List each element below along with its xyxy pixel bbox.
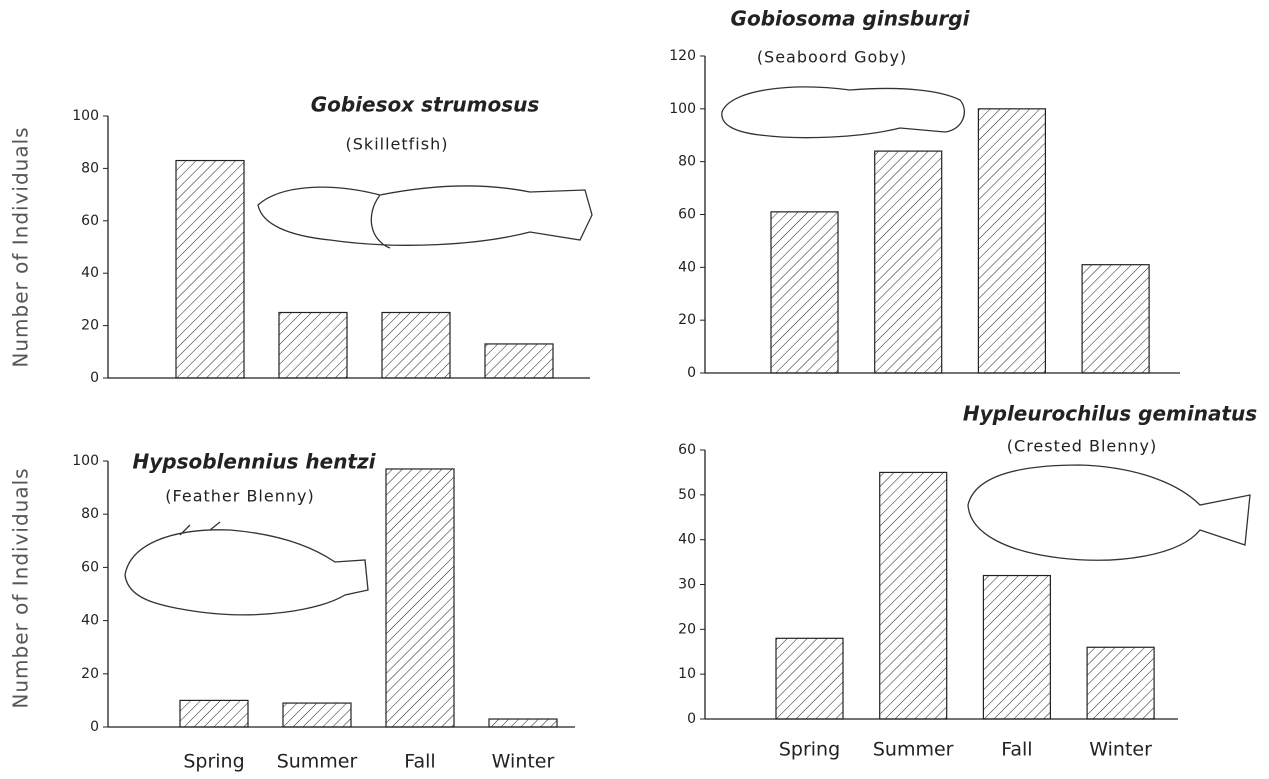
chart-title: Gobiosoma ginsburgi: [731, 7, 971, 31]
y-tick-label: 20: [81, 318, 99, 334]
bar: [775, 637, 844, 720]
bar: [982, 574, 1052, 720]
chart-title: Hypsoblennius hentzi: [132, 450, 376, 474]
chart-title: Gobiesox strumosus: [311, 93, 540, 117]
y-tick-label: 60: [81, 213, 99, 229]
bar: [385, 468, 455, 728]
bar: [977, 108, 1047, 374]
bar: [282, 702, 352, 728]
y-tick-label: 10: [678, 666, 696, 682]
y-tick-label: 120: [669, 48, 696, 64]
x-tick-label: Summer: [277, 751, 358, 773]
y-tick-label: 60: [678, 442, 696, 458]
fish-goby: [721, 86, 965, 139]
y-tick-label: 100: [669, 101, 696, 117]
bar: [484, 343, 554, 379]
bar: [488, 718, 558, 728]
y-tick-label: 60: [81, 559, 99, 575]
bar: [1081, 264, 1150, 374]
y-axis-label: Number of Individuals: [9, 126, 33, 367]
y-tick-label: 100: [72, 453, 99, 469]
bar: [1086, 646, 1155, 720]
x-tick-label: Spring: [183, 751, 244, 773]
chart-subtitle: (Seaboord Goby): [757, 48, 907, 67]
y-tick-label: 0: [687, 711, 696, 727]
bar: [179, 699, 249, 728]
y-tick-label: 0: [687, 365, 696, 381]
bar: [879, 471, 948, 720]
chart-subtitle: (Skilletfish): [346, 135, 449, 154]
x-tick-label: Fall: [404, 751, 435, 773]
y-tick-label: 60: [678, 207, 696, 223]
x-tick-label: Summer: [873, 739, 954, 761]
y-tick-label: 30: [678, 577, 696, 593]
y-tick-label: 80: [81, 160, 99, 176]
y-tick-label: 0: [90, 370, 99, 386]
bar: [770, 211, 839, 374]
bar: [175, 159, 245, 379]
x-tick-label: Spring: [779, 739, 840, 761]
y-axis-label: Number of Individuals: [9, 467, 33, 708]
chart-title: Hypleurochilus geminatus: [963, 402, 1257, 426]
y-tick-label: 20: [678, 312, 696, 328]
y-tick-label: 20: [678, 621, 696, 637]
chart-subtitle: (Crested Blenny): [1007, 437, 1157, 456]
y-tick-label: 0: [90, 719, 99, 735]
y-tick-label: 40: [81, 265, 99, 281]
bar: [874, 150, 943, 374]
bar: [381, 311, 451, 379]
y-tick-label: 40: [81, 613, 99, 629]
x-tick-label: Winter: [492, 751, 555, 773]
y-tick-label: 50: [678, 487, 696, 503]
fish-feather-blenny: [124, 521, 369, 616]
y-tick-label: 80: [81, 506, 99, 522]
bar: [278, 311, 348, 379]
x-tick-label: Fall: [1001, 739, 1032, 761]
y-tick-label: 40: [678, 532, 696, 548]
y-tick-label: 40: [678, 259, 696, 275]
y-tick-label: 100: [72, 108, 99, 124]
fish-skilletfish: [257, 185, 593, 249]
chart-subtitle: (Feather Blenny): [165, 487, 314, 506]
fish-illustrations: [124, 86, 1251, 616]
fish-crested-blenny: [967, 464, 1251, 561]
x-tick-label: Winter: [1089, 739, 1152, 761]
y-tick-label: 20: [81, 666, 99, 682]
y-tick-label: 80: [678, 154, 696, 170]
